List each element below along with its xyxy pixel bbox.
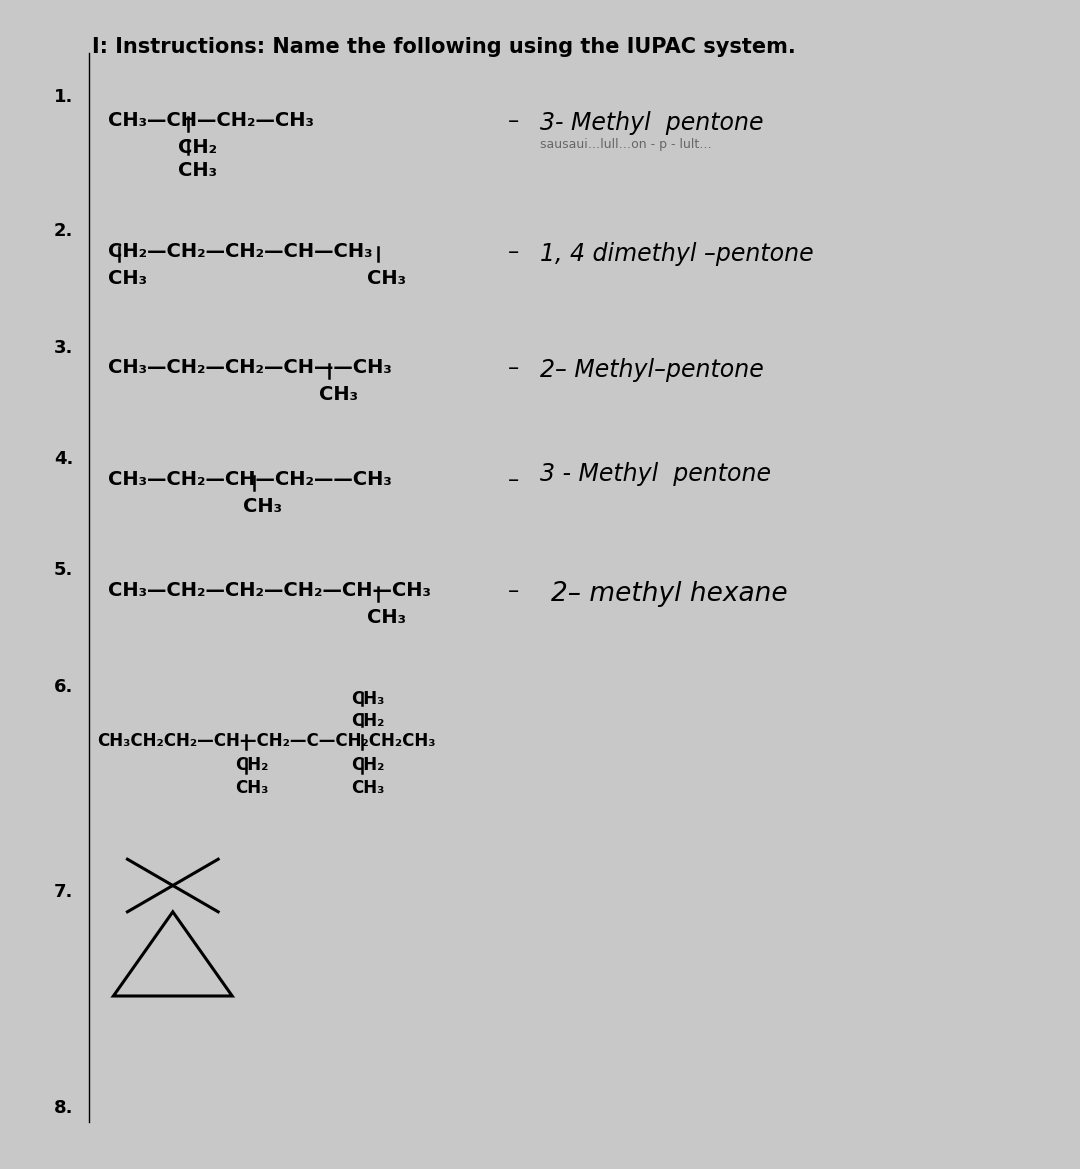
Text: –: – xyxy=(508,358,518,378)
Text: CH₃: CH₃ xyxy=(367,608,406,627)
Text: 8.: 8. xyxy=(54,1099,73,1116)
Text: CH₃: CH₃ xyxy=(319,385,357,403)
Text: CH₂: CH₂ xyxy=(235,756,269,774)
Text: 1, 4 dimethyl –pentone: 1, 4 dimethyl –pentone xyxy=(540,242,813,267)
Text: 2.: 2. xyxy=(54,222,73,240)
Text: –: – xyxy=(508,242,518,262)
Text: 2– methyl hexane: 2– methyl hexane xyxy=(551,581,787,607)
Text: CH₃: CH₃ xyxy=(178,161,217,180)
Text: 5.: 5. xyxy=(54,561,73,579)
Text: 1.: 1. xyxy=(54,88,73,105)
Text: sausaui…lull…on - p - lult…: sausaui…lull…on - p - lult… xyxy=(540,138,712,151)
Text: CH₂—CH₂—CH₂—CH—CH₃: CH₂—CH₂—CH₂—CH—CH₃ xyxy=(108,242,373,261)
Text: –: – xyxy=(508,581,518,601)
Text: I: Instructions: Name the following using the IUPAC system.: I: Instructions: Name the following usin… xyxy=(92,37,796,57)
Text: CH₃: CH₃ xyxy=(235,779,269,796)
Text: CH₂: CH₂ xyxy=(351,756,384,774)
Text: CH₃: CH₃ xyxy=(108,269,147,288)
Text: –: – xyxy=(508,470,518,490)
Text: CH₃: CH₃ xyxy=(351,690,384,707)
Text: 3- Methyl  pentone: 3- Methyl pentone xyxy=(540,111,764,136)
Text: 4.: 4. xyxy=(54,450,73,468)
Text: 7.: 7. xyxy=(54,883,73,900)
Text: 6.: 6. xyxy=(54,678,73,696)
Text: CH₃—CH—CH₂—CH₃: CH₃—CH—CH₂—CH₃ xyxy=(108,111,314,130)
Text: 3.: 3. xyxy=(54,339,73,357)
Text: CH₃: CH₃ xyxy=(243,497,282,516)
Text: 2– Methyl–pentone: 2– Methyl–pentone xyxy=(540,358,764,382)
Text: CH₃CH₂CH₂—CH—CH₂—C—CH₂CH₂CH₃: CH₃CH₂CH₂—CH—CH₂—C—CH₂CH₂CH₃ xyxy=(97,732,435,749)
Text: CH₃—CH₂—CH₂—CH——CH₃: CH₃—CH₂—CH₂—CH——CH₃ xyxy=(108,358,392,376)
Text: CH₃: CH₃ xyxy=(351,779,384,796)
Text: CH₃: CH₃ xyxy=(367,269,406,288)
Text: –: – xyxy=(508,111,518,131)
Text: 3 - Methyl  pentone: 3 - Methyl pentone xyxy=(540,462,771,486)
Text: CH₃—CH₂—CH₂—CH₂—CH—CH₃: CH₃—CH₂—CH₂—CH₂—CH—CH₃ xyxy=(108,581,431,600)
Text: CH₂: CH₂ xyxy=(351,712,384,729)
Text: CH₃—CH₂—CH—CH₂——CH₃: CH₃—CH₂—CH—CH₂——CH₃ xyxy=(108,470,392,489)
Text: CH₂: CH₂ xyxy=(178,138,217,157)
